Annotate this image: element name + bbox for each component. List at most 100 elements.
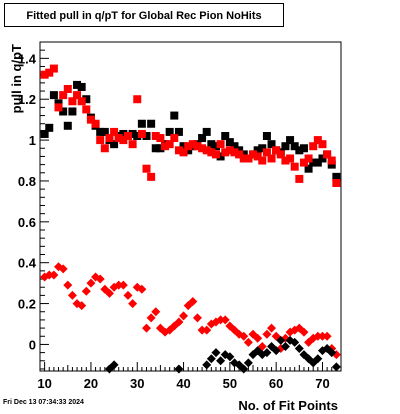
data-point-diamond (128, 299, 138, 309)
data-point-diamond (174, 364, 184, 374)
data-point-diamond (192, 313, 202, 323)
x-tick-label: 40 (176, 376, 190, 391)
data-point-square (313, 136, 322, 145)
data-point-diamond (188, 297, 198, 307)
data-point-square (253, 146, 262, 155)
data-point-square (198, 144, 207, 153)
data-point-square (244, 154, 253, 163)
data-point-diamond (151, 307, 161, 317)
data-point-square (299, 144, 308, 153)
data-point-square (249, 150, 258, 159)
data-point-square (207, 140, 216, 149)
title-box: Fitted pull in q/pT for Global Rec Pion … (4, 3, 284, 27)
data-point-square (299, 158, 308, 167)
data-point-square (49, 91, 58, 100)
y-axis-title: pull in q/pT (9, 44, 24, 113)
data-point-square (165, 140, 174, 149)
data-point-diamond (276, 335, 286, 345)
data-point-square (295, 146, 304, 155)
data-point-square (216, 152, 225, 161)
data-point-square (59, 107, 68, 116)
data-point-diamond (197, 325, 207, 335)
data-point-square (128, 129, 137, 138)
data-point-square (73, 91, 82, 100)
data-point-diamond (331, 362, 341, 372)
x-tick-label: 70 (315, 376, 329, 391)
data-point-square (318, 140, 327, 149)
plot-frame (39, 41, 342, 372)
y-tick-label: 0.6 (18, 215, 36, 230)
data-point-diamond (44, 270, 54, 280)
data-point-diamond (216, 315, 226, 325)
data-point-diamond (313, 354, 323, 364)
data-point-square (202, 146, 211, 155)
data-point-square (313, 158, 322, 167)
data-point-square (119, 129, 128, 138)
data-point-square (54, 103, 63, 112)
y-tick-label: 1 (29, 133, 36, 148)
x-tick-label: 20 (84, 376, 98, 391)
y-tick-label: 0.2 (18, 297, 36, 312)
x-tick-label: 50 (223, 376, 237, 391)
data-point-square (216, 140, 225, 149)
data-point-square (235, 150, 244, 159)
data-point-square (221, 148, 230, 157)
data-point-square (110, 127, 119, 136)
data-point-square (110, 140, 119, 149)
data-point-square (230, 142, 239, 151)
data-point-diamond (327, 348, 337, 358)
data-point-square (142, 132, 151, 140)
data-point-square (272, 146, 281, 155)
data-point-diamond (104, 288, 114, 298)
data-point-square (267, 154, 276, 163)
data-point-square (147, 119, 156, 128)
data-point-square (184, 146, 193, 155)
data-point-diamond (81, 286, 91, 296)
data-point-diamond (202, 325, 212, 335)
data-point-square (332, 179, 341, 187)
data-point-square (91, 119, 100, 128)
data-point-square (96, 127, 105, 136)
data-point-diamond (211, 348, 221, 358)
data-point-square (211, 150, 220, 159)
data-point-square (258, 156, 267, 165)
data-point-diamond (77, 301, 87, 311)
data-point-diamond (179, 311, 189, 321)
data-point-square (239, 150, 248, 159)
y-tick-label: 0 (29, 337, 36, 352)
data-point-square (63, 121, 72, 130)
data-point-diamond (206, 354, 216, 364)
data-point-diamond (118, 280, 128, 290)
data-point-square (133, 95, 142, 104)
data-point-square (267, 140, 276, 149)
data-point-diamond (262, 348, 272, 358)
data-point-square (211, 142, 220, 151)
data-point-square (96, 136, 105, 145)
data-point-diamond (253, 333, 263, 343)
data-point-diamond (142, 323, 152, 333)
data-point-square (253, 152, 262, 161)
data-point-square (262, 148, 271, 157)
x-tick-label: 10 (37, 376, 51, 391)
data-point-diamond (95, 274, 105, 284)
data-point-square (332, 172, 341, 181)
data-point-diamond (294, 344, 304, 354)
x-tick-label: 30 (130, 376, 144, 391)
data-point-square (239, 154, 248, 163)
data-point-square (304, 154, 313, 163)
data-point-square (45, 68, 54, 77)
data-point-diamond (271, 346, 281, 356)
data-point-diamond (137, 284, 147, 294)
data-point-square (309, 158, 318, 167)
data-point-square (258, 144, 267, 153)
data-point-square (262, 132, 271, 140)
data-point-square (276, 150, 285, 159)
data-point-diamond (202, 360, 212, 370)
data-point-square (174, 127, 183, 136)
data-point-square (174, 146, 183, 155)
data-point-square (202, 127, 211, 136)
data-point-square (128, 140, 137, 149)
data-point-square (151, 132, 160, 140)
data-point-square (179, 148, 188, 157)
data-point-diamond (290, 337, 300, 347)
